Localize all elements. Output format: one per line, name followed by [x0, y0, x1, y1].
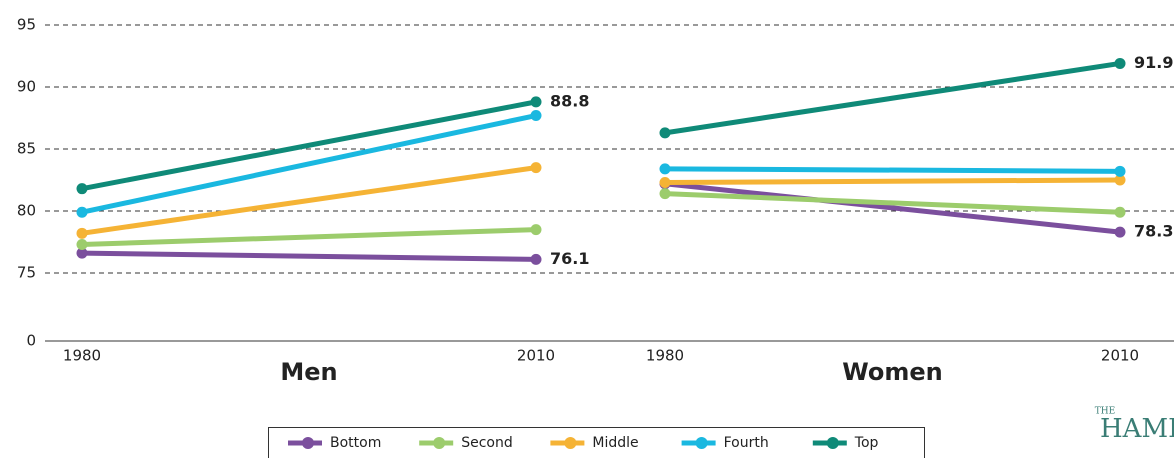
x-tick-label: 2010 — [517, 347, 555, 365]
y-tick-label: 80 — [17, 202, 36, 220]
series-line — [81, 99, 537, 192]
point — [1114, 165, 1126, 177]
panel-title: Women — [842, 358, 942, 386]
y-tick-label: 85 — [17, 140, 36, 158]
point — [530, 96, 542, 108]
legend-label: Fourth — [724, 435, 769, 451]
point — [530, 224, 542, 236]
point — [530, 110, 542, 122]
x-tick-label: 2010 — [1101, 347, 1139, 365]
point — [1114, 174, 1126, 186]
series-line — [81, 250, 537, 262]
point — [76, 238, 88, 250]
point — [76, 247, 88, 259]
y-tick-label: 95 — [17, 16, 36, 34]
legend-dot — [302, 437, 314, 449]
point — [530, 162, 542, 174]
y-tick-label: 0 — [26, 332, 36, 350]
point — [1114, 226, 1126, 238]
point — [530, 253, 542, 265]
data-label: 76.1 — [550, 249, 589, 268]
series-line — [81, 227, 537, 247]
y-tick-label: 90 — [17, 78, 36, 96]
point — [659, 127, 671, 139]
series-line — [664, 166, 1121, 174]
legend-label: Bottom — [330, 435, 381, 451]
series-line — [81, 113, 537, 215]
data-label: 91.9 — [1134, 53, 1173, 72]
legend-label: Second — [461, 435, 513, 451]
x-tick-label: 1980 — [646, 347, 684, 365]
series-line — [664, 60, 1121, 136]
point — [76, 206, 88, 218]
legend-dot — [564, 437, 577, 449]
series-line — [81, 165, 537, 236]
series-line — [664, 177, 1121, 185]
y-tick-label: 75 — [17, 264, 36, 282]
point — [1114, 57, 1126, 69]
point — [659, 163, 671, 175]
point — [659, 188, 671, 200]
data-label: 88.8 — [550, 91, 589, 110]
panel-title: Men — [280, 358, 337, 386]
x-tick-label: 1980 — [63, 347, 101, 365]
legend-dot — [695, 437, 708, 449]
series-line — [664, 181, 1121, 235]
logo-top: THE — [1095, 407, 1115, 417]
legend-label: Top — [854, 435, 879, 451]
legend-label: Middle — [592, 435, 638, 451]
legend-dot — [433, 437, 446, 449]
point — [76, 183, 88, 195]
point — [76, 227, 88, 239]
logo-main: HAMI — [1100, 414, 1174, 444]
data-label: 78.3 — [1134, 222, 1173, 241]
point — [659, 176, 671, 188]
point — [1114, 206, 1126, 218]
legend-dot — [826, 437, 839, 449]
series-line — [664, 191, 1121, 215]
